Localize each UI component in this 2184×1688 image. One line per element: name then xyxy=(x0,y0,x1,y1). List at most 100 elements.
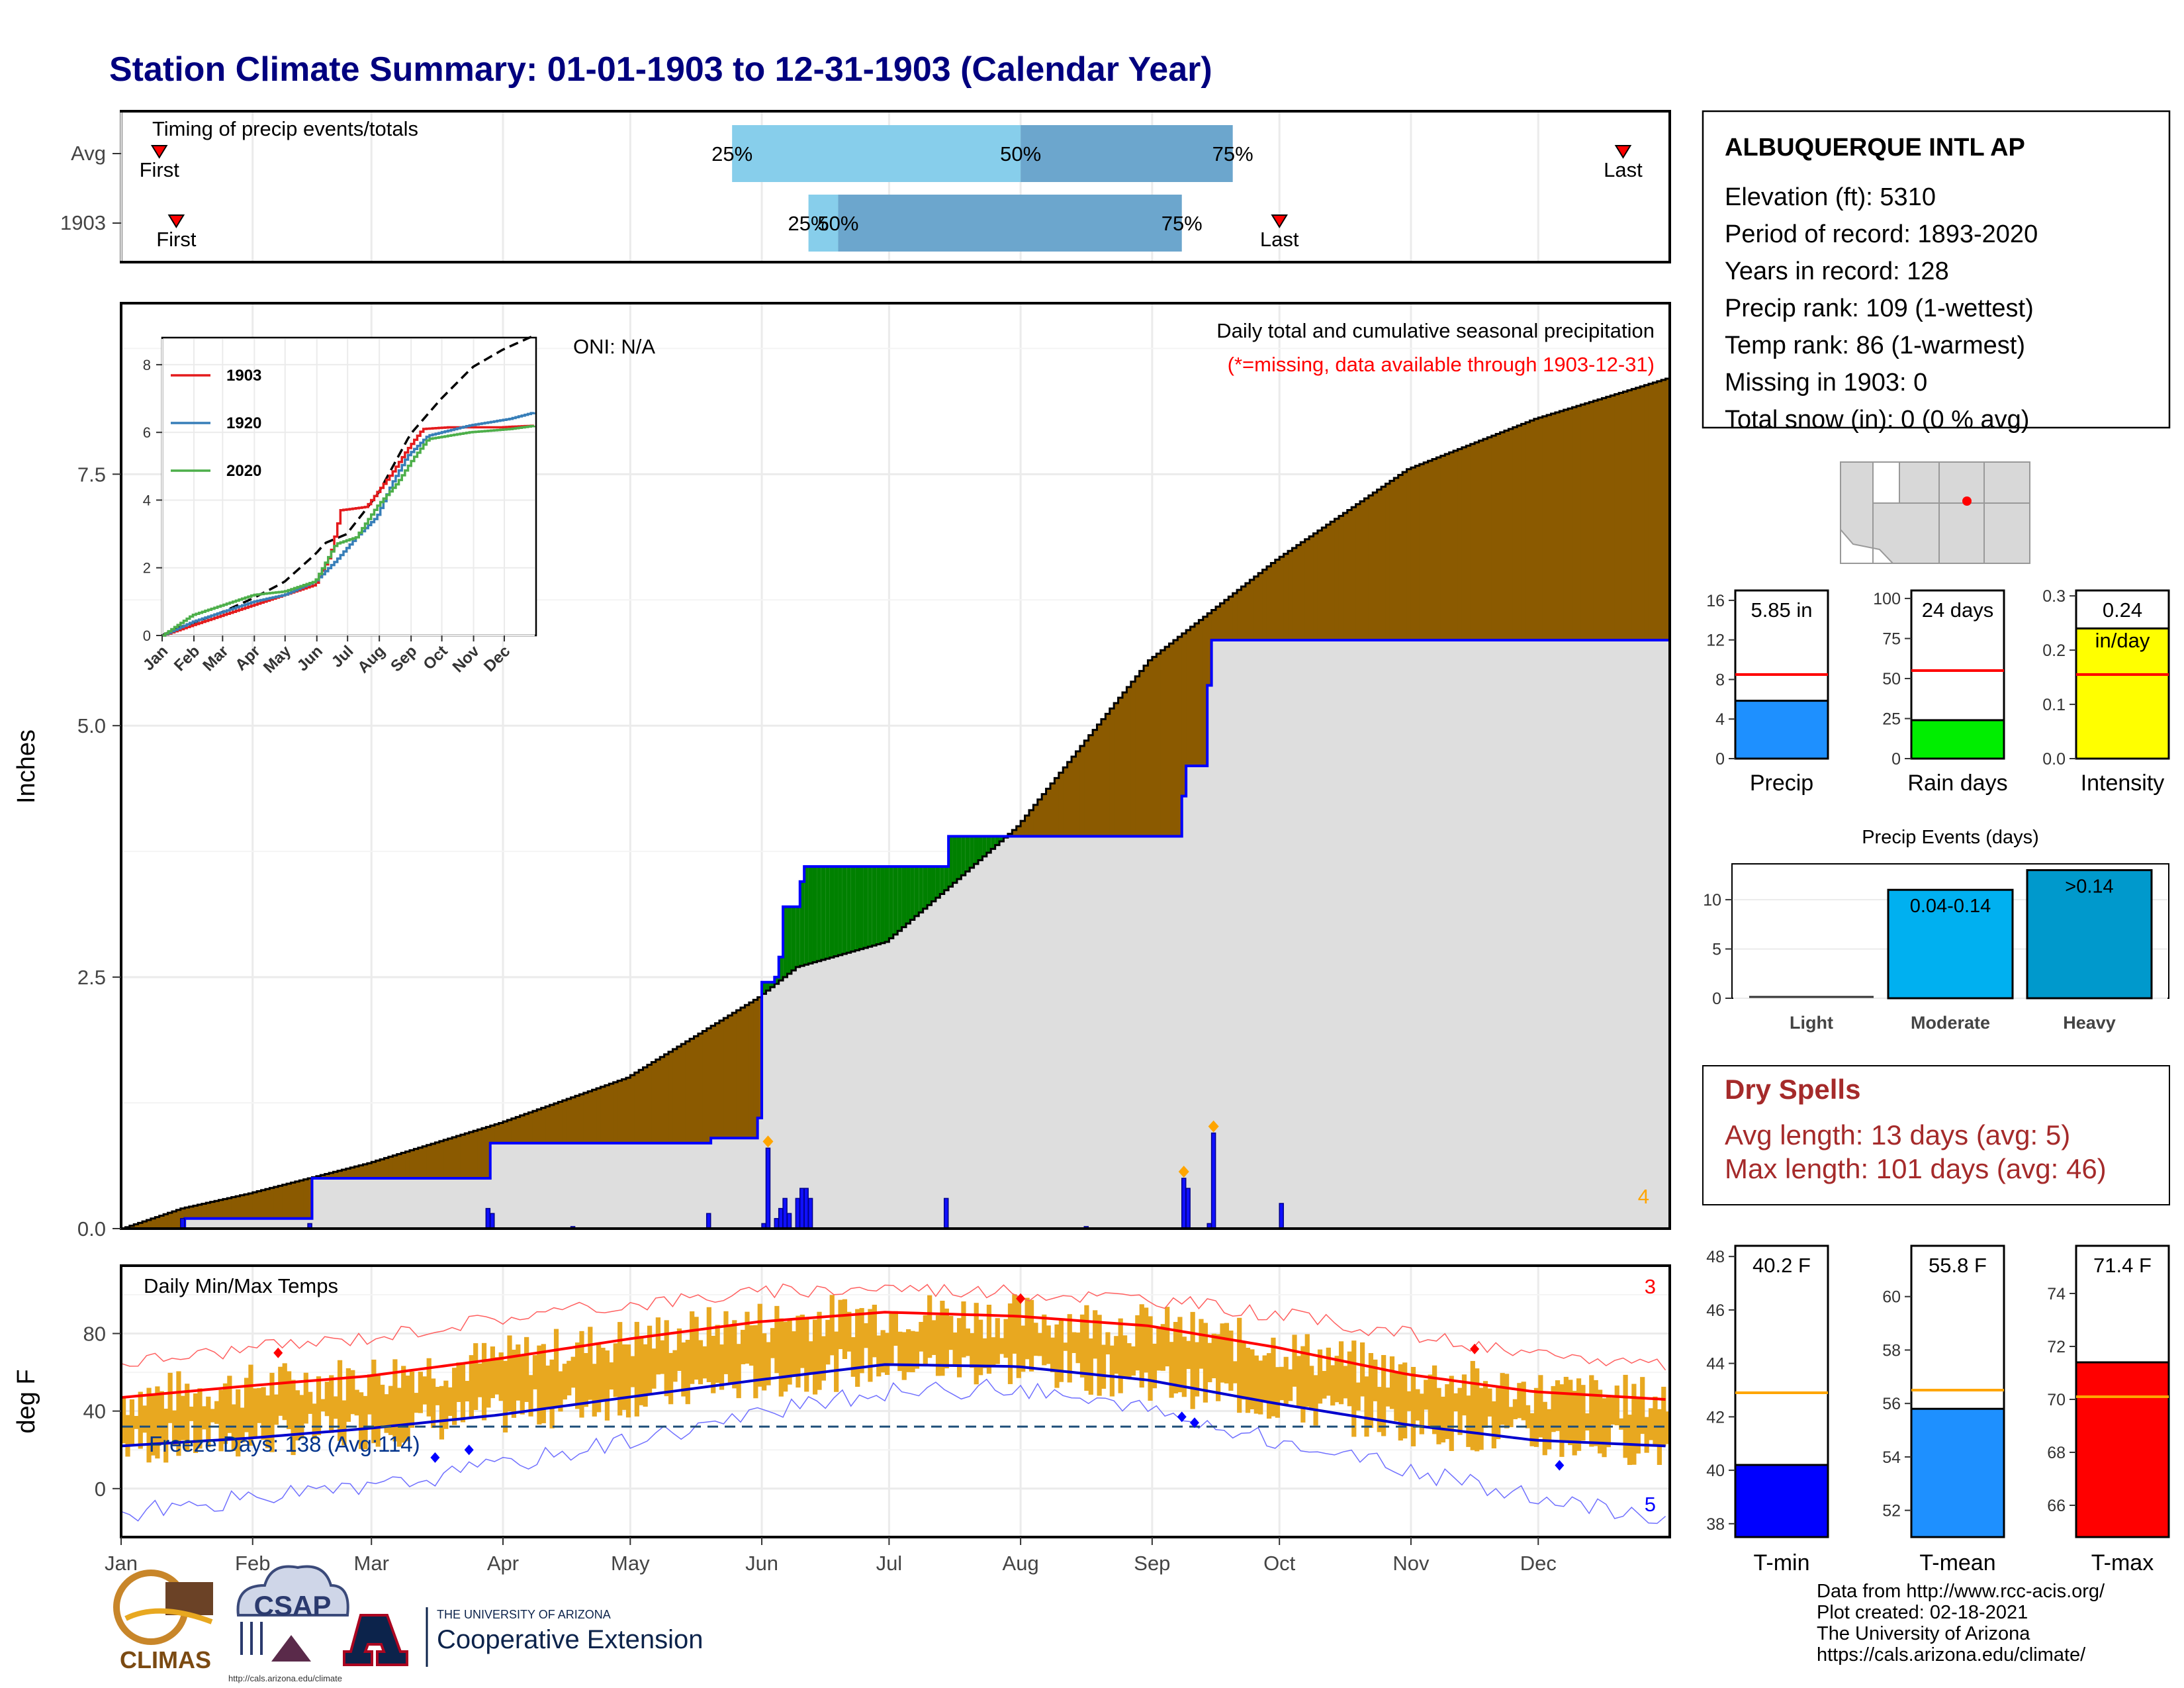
observed-cumulative-area xyxy=(1237,640,1242,1229)
observed-cumulative-area xyxy=(1381,640,1387,1229)
daily-temp-bar xyxy=(236,1389,241,1457)
stat-category-label: Rain days xyxy=(1907,771,2007,796)
month-tick-label: Jun xyxy=(745,1552,778,1575)
deficit-area xyxy=(1533,418,1539,641)
daily-temp-bar xyxy=(1521,1382,1526,1421)
deficit-area xyxy=(1046,788,1051,837)
observed-cumulative-area xyxy=(698,1143,703,1229)
deficit-area xyxy=(1216,606,1221,641)
deficit-area xyxy=(465,1133,470,1179)
daily-temp-bar xyxy=(486,1360,491,1408)
deficit-area xyxy=(588,1091,593,1143)
deficit-area xyxy=(1037,799,1042,837)
observed-cumulative-area xyxy=(727,1138,733,1229)
observed-cumulative-area xyxy=(876,866,882,1229)
surplus-area xyxy=(965,836,970,872)
timing-marker-icon xyxy=(150,145,168,159)
observed-cumulative-area xyxy=(923,866,928,1229)
daily-temp-bar xyxy=(1631,1383,1637,1465)
deficit-area xyxy=(1181,633,1187,796)
deficit-area xyxy=(1165,647,1170,837)
observed-cumulative-area xyxy=(1525,640,1531,1229)
deficit-area xyxy=(1334,518,1340,641)
deficit-area xyxy=(295,1181,300,1219)
deficit-area xyxy=(1614,394,1619,641)
daily-temp-bar xyxy=(668,1352,674,1405)
observed-cumulative-area xyxy=(380,1178,385,1229)
deficit-area xyxy=(1144,665,1149,837)
observed-cumulative-area xyxy=(1360,640,1365,1229)
month-tick-label: Mar xyxy=(354,1552,389,1575)
observed-cumulative-area xyxy=(1097,836,1102,1229)
surplus-area xyxy=(923,866,928,909)
inset-y-tick-label: 8 xyxy=(143,357,151,373)
inset-y-tick-label: 2 xyxy=(143,560,151,577)
observed-cumulative-area xyxy=(1139,836,1144,1229)
daily-temp-bar xyxy=(1296,1356,1302,1407)
surplus-area xyxy=(906,866,911,924)
observed-cumulative-area xyxy=(1394,640,1399,1229)
observed-cumulative-area xyxy=(1275,640,1280,1229)
daily-temp-bar xyxy=(1122,1335,1128,1379)
station-detail-line: Missing in 1903: 0 xyxy=(1725,369,1927,397)
observed-cumulative-area xyxy=(783,906,788,1229)
observed-cumulative-area xyxy=(715,1138,720,1229)
dry-spells-title: Dry Spells xyxy=(1725,1074,1860,1105)
observed-cumulative-area xyxy=(265,1218,270,1229)
daily-temp-bar xyxy=(1572,1391,1577,1456)
deficit-area xyxy=(363,1164,368,1179)
precip-y-tick-label: 5.0 xyxy=(77,714,106,737)
observed-cumulative-area xyxy=(927,866,933,1229)
stat-value-label: 40.2 F xyxy=(1752,1254,1811,1277)
inset-legend-label: 2020 xyxy=(226,462,261,480)
surplus-area xyxy=(872,866,877,946)
daily-temp-bar xyxy=(1368,1353,1374,1429)
observed-cumulative-area xyxy=(1199,766,1204,1229)
observed-cumulative-area xyxy=(812,866,817,1229)
surplus-area xyxy=(821,866,826,961)
deficit-area xyxy=(541,1107,546,1143)
daily-temp-bar xyxy=(1177,1317,1183,1393)
deficit-area xyxy=(396,1154,402,1179)
daily-temp-bar xyxy=(388,1385,394,1435)
daily-temp-bar xyxy=(380,1384,385,1428)
daily-temp-bar xyxy=(1559,1384,1565,1457)
daily-temp-bar xyxy=(257,1387,262,1423)
observed-cumulative-area xyxy=(1313,640,1318,1229)
deficit-area xyxy=(617,1080,623,1143)
observed-cumulative-area xyxy=(1058,836,1064,1229)
csap-logo-url: http://cals.arizona.edu/climate xyxy=(228,1673,342,1683)
deficit-area xyxy=(1504,430,1509,641)
oni-label: ONI: N/A xyxy=(573,335,655,358)
deficit-area xyxy=(303,1179,308,1219)
deficit-area xyxy=(1355,504,1361,641)
daily-temp-bar xyxy=(269,1372,275,1452)
observed-cumulative-area xyxy=(940,866,945,1229)
daily-temp-bar xyxy=(596,1344,602,1413)
daily-temp-bar xyxy=(1381,1354,1387,1436)
daily-temp-bar xyxy=(1542,1401,1547,1456)
deficit-area xyxy=(723,1017,729,1139)
daily-precip-bar xyxy=(705,1213,711,1229)
observed-cumulative-area xyxy=(350,1178,355,1229)
daily-temp-bar xyxy=(956,1318,962,1378)
deficit-area xyxy=(1598,399,1603,641)
surplus-area xyxy=(995,836,1000,845)
daily-temp-bar xyxy=(796,1315,801,1388)
observed-cumulative-area xyxy=(910,866,915,1229)
deficit-area xyxy=(715,1023,720,1139)
daily-temp-bar xyxy=(1517,1383,1522,1419)
observed-cumulative-area xyxy=(804,866,809,1229)
deficit-area xyxy=(668,1051,674,1143)
observed-cumulative-area xyxy=(244,1218,249,1229)
observed-cumulative-area xyxy=(914,866,919,1229)
observed-cumulative-area xyxy=(545,1143,551,1229)
daily-temp-bar xyxy=(817,1311,822,1390)
observed-cumulative-area xyxy=(600,1143,606,1229)
deficit-area xyxy=(574,1096,580,1143)
surplus-area xyxy=(982,836,987,857)
daily-temp-bar xyxy=(1152,1343,1158,1389)
surplus-area xyxy=(799,881,805,966)
daily-temp-bar xyxy=(359,1392,364,1449)
daily-precip-bar xyxy=(795,1197,801,1229)
